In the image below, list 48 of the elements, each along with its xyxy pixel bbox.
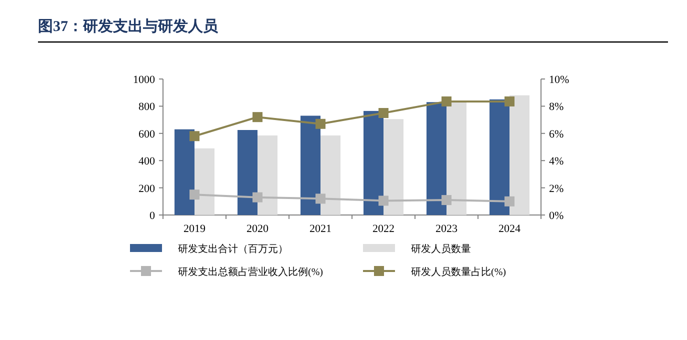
y2-tick-label: 8%	[549, 101, 564, 114]
x-tick-label: 2023	[436, 223, 458, 235]
y-tick-label: 600	[138, 128, 156, 140]
legend-label: 研发支出合计（百万元）	[178, 243, 288, 255]
point	[378, 196, 388, 206]
x-tick-label: 2019	[184, 223, 206, 235]
legend-label: 研发人员数量	[411, 244, 471, 255]
point	[504, 196, 514, 206]
bar	[426, 102, 446, 215]
x-tick-label: 2022	[372, 223, 394, 235]
point	[442, 195, 452, 206]
bar	[510, 95, 530, 215]
point	[252, 192, 262, 202]
point	[378, 108, 388, 118]
y-tick-label: 0	[150, 210, 156, 222]
point	[442, 96, 452, 106]
point	[316, 194, 326, 204]
y2-tick-label: 4%	[549, 156, 564, 168]
y2-tick-label: 2%	[549, 182, 564, 195]
y-tick-label: 800	[138, 101, 156, 114]
point	[504, 96, 514, 106]
bar	[174, 129, 194, 215]
bar	[194, 148, 214, 215]
y2-tick-label: 0%	[549, 210, 564, 222]
point	[252, 112, 262, 122]
point	[190, 131, 200, 142]
bar	[384, 119, 404, 215]
x-tick-label: 2024	[498, 223, 521, 235]
point	[316, 118, 326, 129]
y-tick-label: 200	[138, 182, 156, 195]
legend-label: 研发人员数量占比(%)	[411, 266, 506, 278]
bar	[490, 99, 510, 215]
plot: 0 200 400 600 800 1000 0% 2% 4% 6% 8% 10% 2019 2020 2021 2022 2023 2024	[133, 74, 570, 235]
bar	[446, 100, 466, 215]
x-tick-label: 2020	[246, 223, 269, 235]
y-tick-label: 400	[138, 156, 156, 168]
y2-tick-label: 10%	[549, 74, 570, 86]
bar	[258, 135, 278, 215]
point	[190, 190, 200, 200]
legend-label: 研发支出总额占营业收入比例(%)	[178, 266, 323, 278]
chart-title: 图37：研发支出与研发人员	[38, 18, 219, 35]
x-tick-label: 2021	[310, 223, 332, 235]
bar	[300, 116, 320, 215]
y2-tick-label: 6%	[549, 128, 564, 140]
bar	[238, 130, 258, 215]
bar	[364, 110, 384, 215]
y-tick-label: 1000	[133, 74, 156, 86]
bar	[320, 135, 340, 215]
